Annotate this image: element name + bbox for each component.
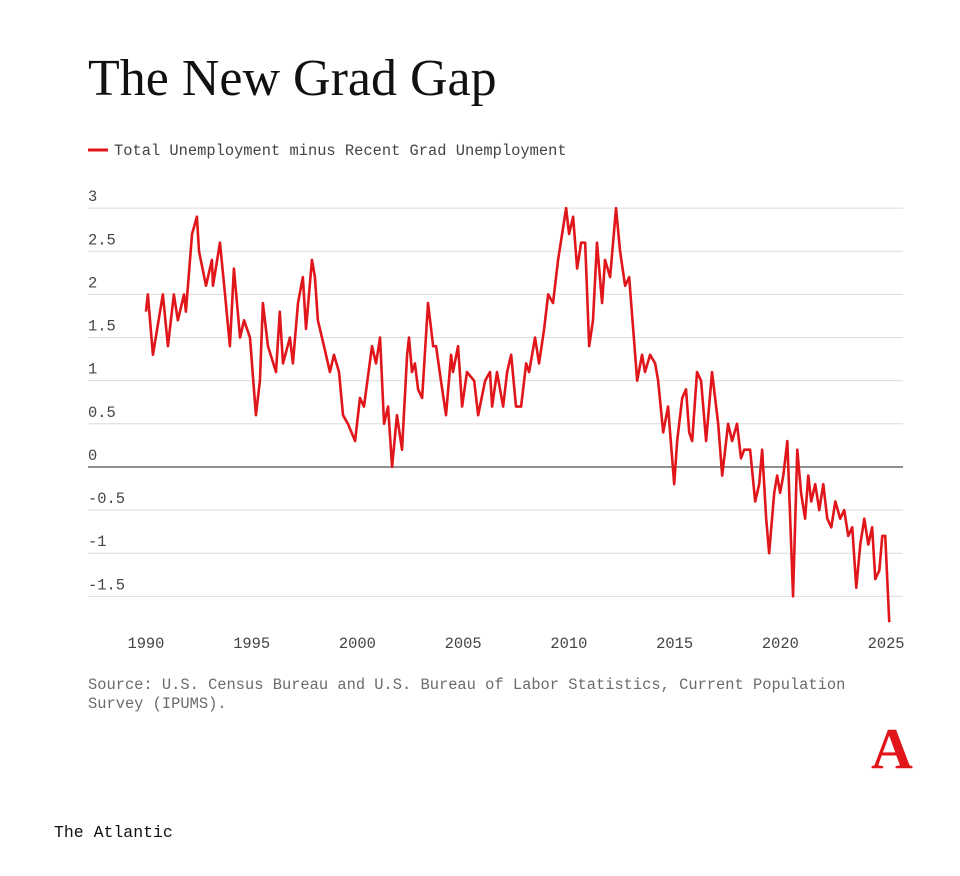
chart-title: The New Grad Gap — [88, 50, 497, 107]
logo: A — [871, 716, 913, 781]
x-tick-label: 2000 — [339, 635, 376, 653]
y-tick-label: 2.5 — [88, 231, 116, 249]
y-tick-label: 0 — [88, 447, 97, 465]
data-line — [144, 206, 891, 623]
source-note: Source: U.S. Census Bureau and U.S. Bure… — [88, 676, 846, 713]
x-tick-label: 2020 — [762, 635, 799, 653]
y-tick-label: -1.5 — [88, 576, 125, 594]
y-tick-label: 0.5 — [88, 404, 116, 422]
y-tick-label: 1.5 — [88, 318, 116, 336]
x-tick-label: 2005 — [445, 635, 482, 653]
x-tick-label: 1995 — [233, 635, 270, 653]
y-tick-label: -1 — [88, 533, 106, 551]
y-tick-label: 3 — [88, 188, 97, 206]
x-tick-label: 2015 — [656, 635, 693, 653]
y-tick-label: 1 — [88, 361, 97, 379]
x-tick-label: 2010 — [550, 635, 587, 653]
legend-label: Total Unemployment minus Recent Grad Une… — [114, 142, 567, 160]
publisher: The Atlantic — [54, 823, 173, 842]
x-tick-label: 1990 — [127, 635, 164, 653]
y-tick-label: -0.5 — [88, 490, 125, 508]
x-tick-label: 2025 — [868, 635, 905, 653]
y-tick-label: 2 — [88, 274, 97, 292]
